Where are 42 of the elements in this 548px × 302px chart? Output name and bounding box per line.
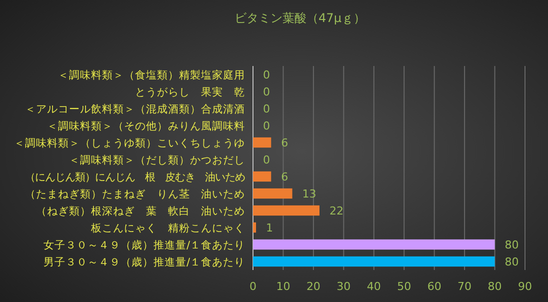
x-tick-label: 90 (518, 280, 532, 293)
x-tick-label: 10 (276, 280, 290, 293)
x-tick-label: 40 (366, 280, 381, 293)
y-tick-label: （ねぎ類）根深ねぎ 葉 軟白 油いため (36, 204, 245, 218)
data-label: 13 (302, 188, 316, 200)
bar (253, 256, 495, 267)
data-label: 0 (263, 86, 270, 98)
x-tick-label: 80 (488, 280, 502, 293)
data-label: 0 (263, 154, 270, 166)
y-tick-label: ＜調味料類＞（食塩類）精製塩家庭用 (58, 68, 245, 82)
y-tick-label: ＜調味料類＞（その他）みりん風調味料 (47, 120, 245, 132)
bar (253, 171, 272, 182)
x-tick-label: 20 (306, 280, 320, 293)
data-label: 0 (263, 102, 270, 116)
y-tick-label: ＜調味料類＞（しょうゆ類）こいくちしょうゆ (14, 136, 245, 150)
x-tick-label: 60 (427, 280, 442, 293)
bar (253, 137, 272, 148)
y-tick-label: 板こんにゃく 精粉こんにゃく (90, 222, 245, 234)
data-label: 22 (329, 204, 344, 218)
data-label: 0 (263, 120, 270, 132)
y-tick-label: ＜調味料類＞（だし類）かつおだし (69, 154, 245, 166)
y-tick-label: 男子３０～４９（歳）推進量/１食あたり (43, 256, 245, 268)
y-tick-label: （たまねぎ類）たまねぎ りん茎 油いため (25, 188, 245, 200)
chart-title: ビタミン葉酸（47μｇ） (234, 11, 366, 25)
bar (253, 188, 292, 199)
data-label: 1 (266, 222, 274, 234)
data-label: 80 (504, 238, 519, 252)
bar (253, 205, 320, 216)
bar (253, 239, 495, 250)
y-tick-label: 女子３０～４９（歳）推進量/１食あたり (43, 238, 245, 252)
y-tick-label: （にんじん類）にんじん 根 皮むき 油いため (25, 172, 245, 184)
x-tick-label: 70 (458, 280, 472, 293)
y-tick-label: ＜アルコール飲料類＞（混成酒類）合成清酒 (25, 102, 245, 116)
data-label: 6 (281, 136, 288, 150)
bar (253, 222, 256, 233)
data-label: 0 (263, 68, 270, 82)
x-tick-label: 0 (250, 280, 256, 293)
data-label: 80 (504, 256, 519, 268)
x-tick-label: 50 (397, 280, 412, 293)
y-tick-label: とうがらし 果実 乾 (135, 86, 245, 98)
data-label: 6 (281, 170, 288, 184)
x-tick-label: 30 (336, 280, 351, 293)
